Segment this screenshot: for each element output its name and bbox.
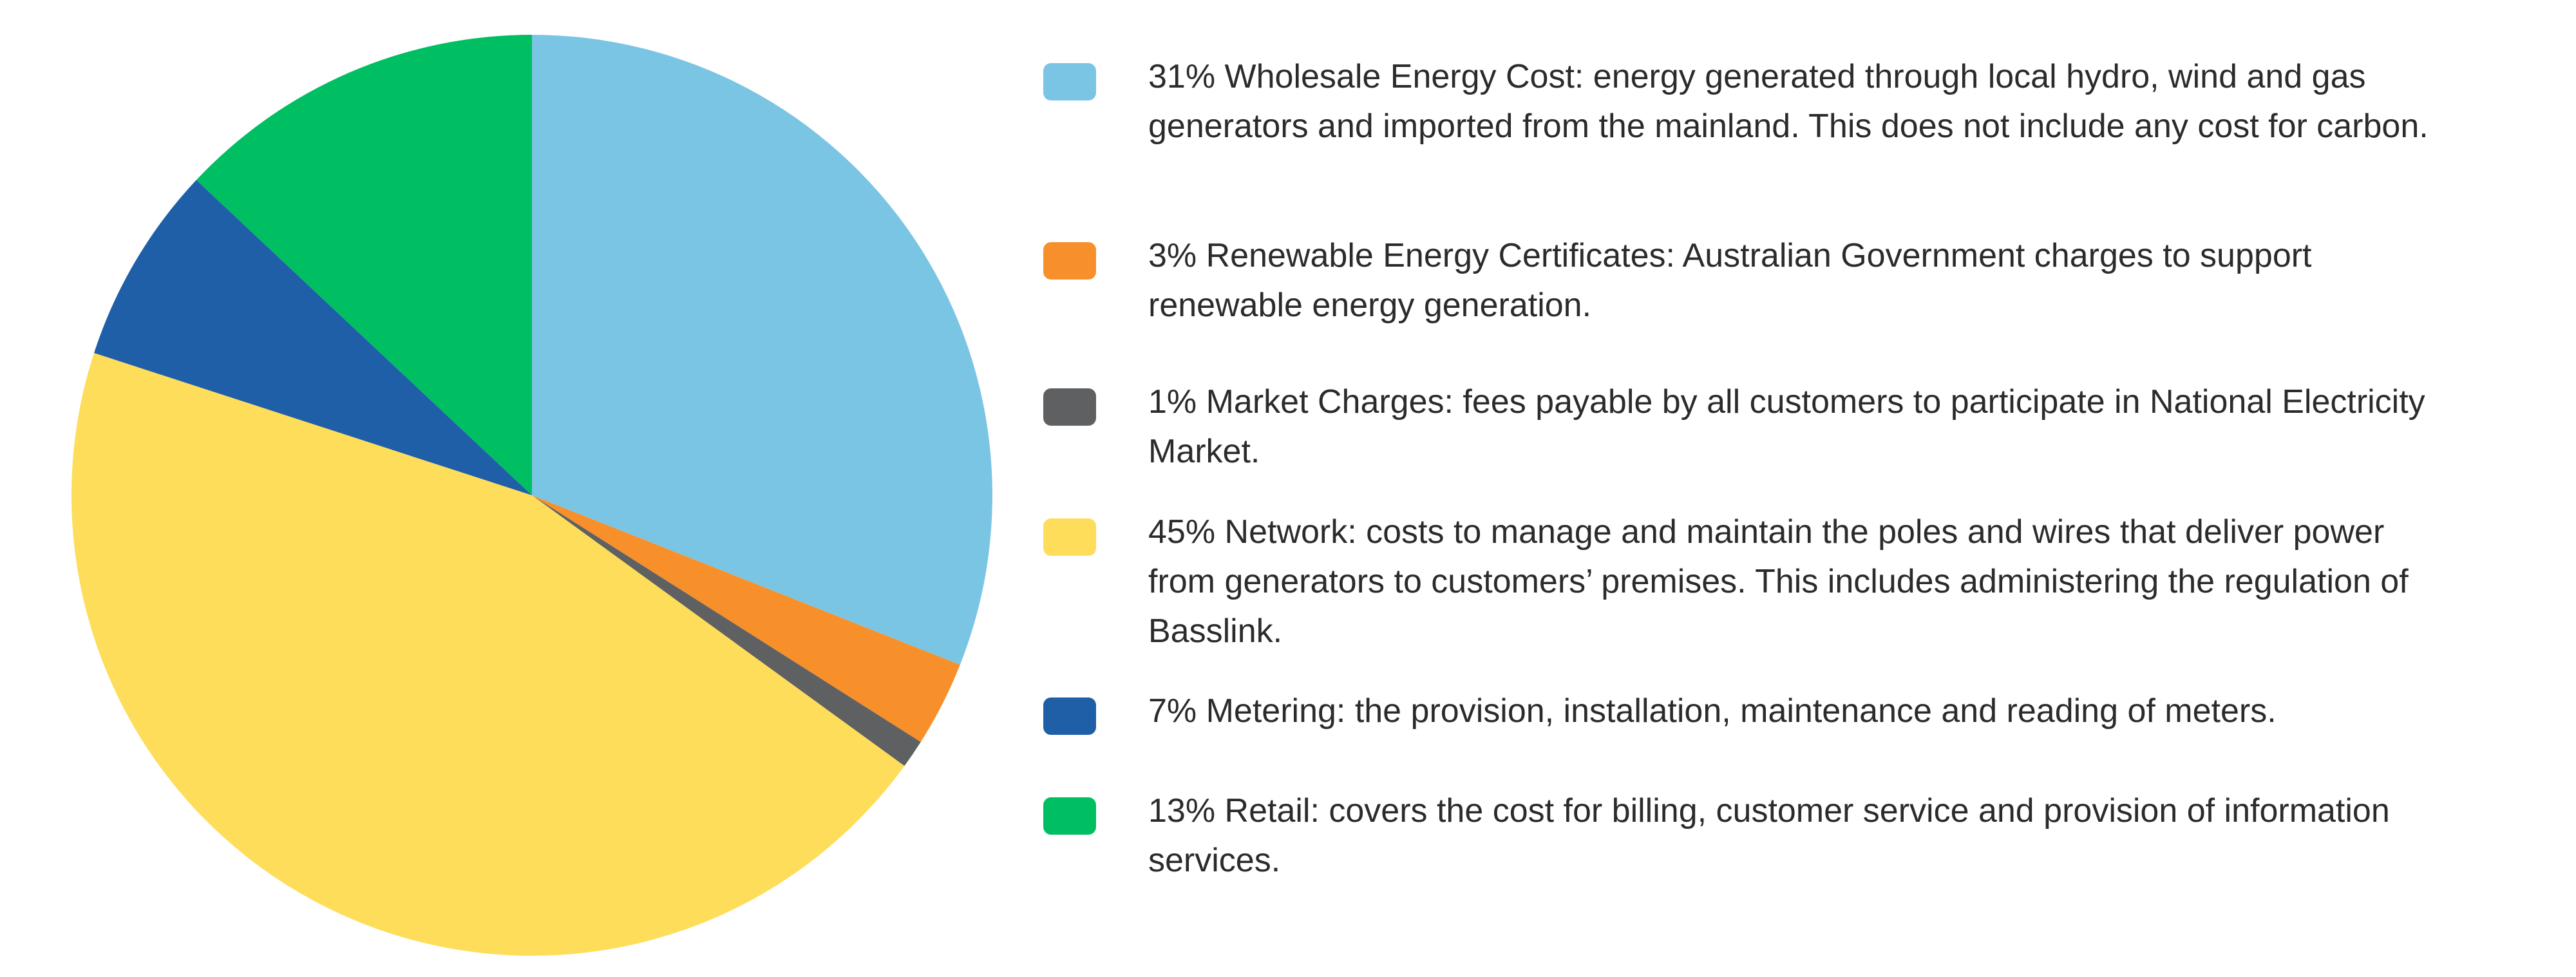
pie-slice <box>93 180 532 495</box>
legend-label: Network: costs to manage and maintain th… <box>1148 513 2409 650</box>
pie-slice <box>196 35 532 495</box>
legend-value: 13% <box>1148 792 1216 830</box>
legend-value: 7% <box>1148 692 1197 730</box>
pie-slice <box>532 35 992 665</box>
legend-label: Metering: the provision, installation, m… <box>1206 692 2277 730</box>
pie-slice <box>71 353 905 956</box>
legend-value: 31% <box>1148 58 1216 95</box>
legend-text: 7% Metering: the provision, installation… <box>1148 687 2436 736</box>
legend-text: 1% Market Charges: fees payable by all c… <box>1148 377 2436 477</box>
legend-label: Renewable Energy Certificates: Australia… <box>1148 237 2312 324</box>
legend-label: Market Charges: fees payable by all cust… <box>1148 383 2425 470</box>
legend-swatch <box>1043 697 1096 735</box>
legend-swatch <box>1043 63 1096 100</box>
legend-text: 3% Renewable Energy Certificates: Austra… <box>1148 231 2436 330</box>
legend-swatch <box>1043 388 1096 426</box>
legend-swatch <box>1043 242 1096 280</box>
legend-label: Retail: covers the cost for billing, cus… <box>1148 792 2390 879</box>
legend-value: 45% <box>1148 513 1216 551</box>
legend-text: 45% Network: costs to manage and maintai… <box>1148 507 2436 656</box>
legend-value: 1% <box>1148 383 1197 421</box>
pie-slice <box>532 495 921 766</box>
legend-text: 31% Wholesale Energy Cost: energy genera… <box>1148 52 2436 151</box>
legend-text: 13% Retail: covers the cost for billing,… <box>1148 786 2436 886</box>
pie-chart <box>71 35 992 956</box>
pie-slice <box>532 495 960 743</box>
legend-swatch <box>1043 797 1096 835</box>
legend-value: 3% <box>1148 237 1197 274</box>
legend-swatch <box>1043 518 1096 556</box>
legend-label: Wholesale Energy Cost: energy generated … <box>1148 58 2429 145</box>
